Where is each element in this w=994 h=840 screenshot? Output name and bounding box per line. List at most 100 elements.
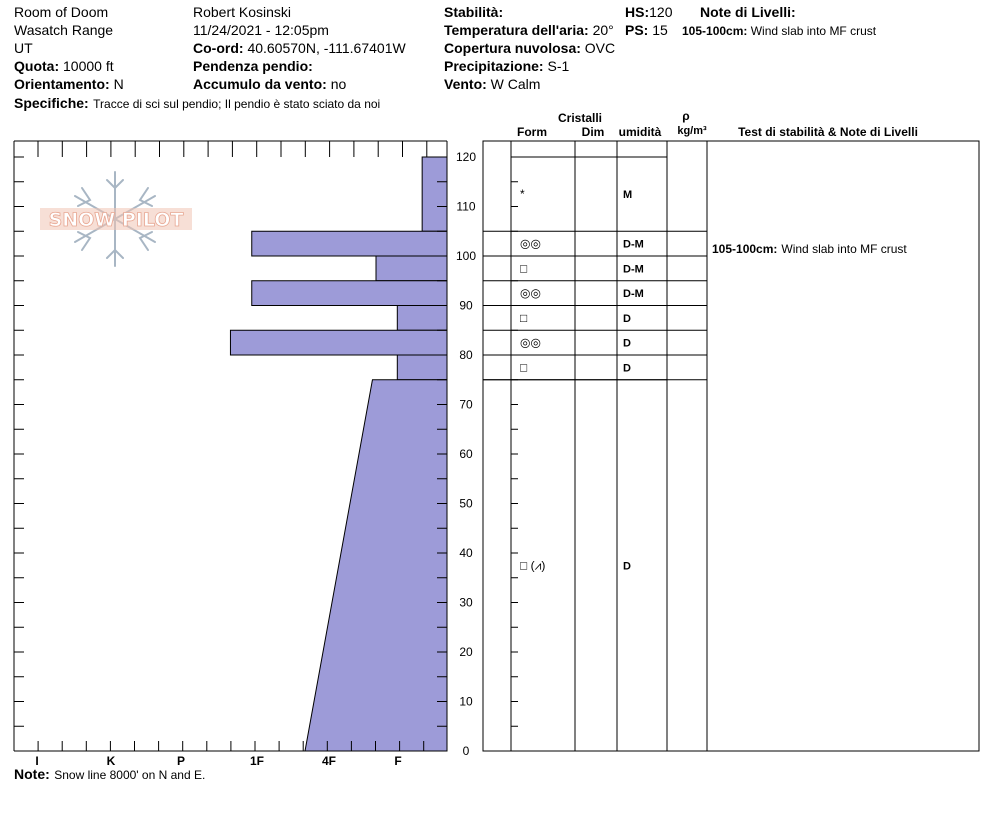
stability-note-range: 105-100cm: bbox=[712, 242, 777, 256]
density-unit: kg/m³ bbox=[677, 125, 707, 137]
aspect-value: N bbox=[113, 76, 124, 92]
hs-label: HS: bbox=[625, 4, 650, 20]
height-tick-label: 70 bbox=[459, 398, 473, 412]
layer-rows: * M ◎◎ D-M □ D-M ◎◎ D-M □ D ◎◎ D □ D □ (⩘) D bbox=[483, 156, 707, 572]
cloud-cover: Copertura nuvolosa: OVC bbox=[444, 40, 615, 56]
specifics-value: Tracce di sci sul pendio; Il pendio è st… bbox=[93, 97, 381, 111]
snowpilot-logo: SNOW PILOT bbox=[40, 171, 192, 267]
precip-label: Precipitazione: bbox=[444, 58, 544, 74]
layer-moisture: D bbox=[623, 560, 631, 572]
state-name: UT bbox=[14, 40, 33, 56]
air-temperature: Temperatura dell'aria: 20° bbox=[444, 22, 614, 38]
wind-loading-value: no bbox=[330, 76, 347, 92]
elevation-value: 10000 ft bbox=[63, 58, 114, 74]
layer-moisture: D-M bbox=[623, 288, 644, 300]
hardness-bar bbox=[396, 305, 448, 331]
layer-notes: 105-100cm: Wind slab into MF crust bbox=[682, 24, 876, 38]
layer-moisture: M bbox=[623, 189, 632, 201]
layer-form: □ bbox=[520, 261, 527, 275]
elevation: Quota: 10000 ft bbox=[14, 58, 114, 74]
location-name: Room of Doom bbox=[14, 4, 109, 20]
crystals-header: Cristalli bbox=[558, 111, 602, 125]
precip-value: S-1 bbox=[547, 58, 570, 74]
stability-label: Stabilità: bbox=[444, 4, 504, 20]
height-tick-label: 30 bbox=[459, 596, 473, 610]
height-tick-label: 80 bbox=[459, 348, 473, 362]
height-tick-label: 40 bbox=[459, 546, 473, 560]
hardness-bar bbox=[251, 280, 448, 306]
height-tick-label: 20 bbox=[459, 645, 473, 659]
hardness-axis: I K P 1F 4F F bbox=[13, 741, 425, 768]
hardness-tick-label: K bbox=[107, 754, 116, 768]
hardness-bar bbox=[304, 379, 448, 752]
hardness-bar bbox=[421, 156, 448, 232]
hardness-bar bbox=[396, 354, 448, 381]
hardness-bar bbox=[229, 329, 448, 356]
layer-moisture: D-M bbox=[623, 239, 644, 251]
table-tick-marks bbox=[511, 156, 518, 752]
hs-value: 120 bbox=[649, 4, 673, 20]
layer-table: * M ◎◎ D-M □ D-M ◎◎ D-M □ D ◎◎ D □ D □ (⩘) D bbox=[482, 140, 980, 752]
penetration-depth: PS: 15 bbox=[625, 22, 668, 38]
height-tick-label: 110 bbox=[456, 200, 475, 214]
wind-value: W Calm bbox=[490, 76, 541, 92]
ps-value: 15 bbox=[652, 22, 668, 38]
layer-moisture: D bbox=[623, 338, 631, 350]
precipitation: Precipitazione: S-1 bbox=[444, 58, 569, 74]
layer-moisture: D bbox=[623, 313, 631, 325]
hardness-bar bbox=[251, 230, 448, 257]
coord-value: 40.60570N, -111.67401W bbox=[247, 40, 406, 56]
layer-moisture: D bbox=[623, 362, 631, 374]
stability-note-text: Wind slab into MF crust bbox=[781, 242, 907, 256]
layer-form: ◎◎ bbox=[520, 336, 541, 350]
height-tick-label: 100 bbox=[456, 249, 476, 263]
total-snow-depth: HS:120 bbox=[625, 4, 672, 20]
slope-angle: Pendenza pendio: bbox=[193, 58, 313, 74]
cloud-value: OVC bbox=[584, 40, 616, 56]
slope-label: Pendenza pendio: bbox=[193, 58, 313, 74]
form-header: Form bbox=[517, 125, 547, 139]
logo-text: SNOW PILOT bbox=[49, 209, 184, 231]
dim-header: Dim bbox=[582, 125, 605, 139]
range-name: Wasatch Range bbox=[14, 22, 114, 38]
height-tick-label: 50 bbox=[459, 497, 473, 511]
layer-moisture: D-M bbox=[623, 263, 644, 275]
observer-name: Robert Kosinski bbox=[193, 4, 292, 20]
specifics-label: Specifiche: bbox=[14, 95, 89, 111]
wind-loading-label: Accumulo da vento: bbox=[193, 76, 327, 92]
wind: Vento: W Calm bbox=[444, 76, 540, 92]
stability: Stabilità: bbox=[444, 4, 503, 20]
layer-form: ◎◎ bbox=[520, 286, 541, 300]
hardness-bars bbox=[229, 156, 448, 752]
footer-note: Note: Snow line 8000' on N and E. bbox=[14, 766, 205, 784]
wind-label: Vento: bbox=[444, 76, 487, 92]
hardness-tick-label: I bbox=[35, 754, 38, 768]
layer-form: □ (⩘) bbox=[520, 558, 545, 572]
hardness-tick-label: 1F bbox=[250, 754, 264, 768]
layer-form: □ bbox=[520, 311, 527, 325]
layer-notes-range: 105-100cm: bbox=[682, 24, 748, 38]
cloud-label: Copertura nuvolosa: bbox=[444, 40, 581, 56]
height-axis: 0 10 20 30 40 50 60 70 80 90 100 110 120 bbox=[437, 150, 476, 758]
density-symbol: ρ bbox=[682, 109, 689, 123]
moisture-header: umidità bbox=[619, 125, 662, 139]
hardness-tick-label: F bbox=[394, 754, 401, 768]
coordinates: Co-ord: 40.60570N, -111.67401W bbox=[193, 40, 406, 56]
layer-notes-label: Note di Livelli: bbox=[700, 4, 796, 20]
stability-note-row: 105-100cm: Wind slab into MF crust bbox=[712, 242, 907, 256]
hardness-bar bbox=[375, 255, 448, 282]
observation-datetime: 11/24/2021 - 12:05pm bbox=[193, 22, 329, 38]
air-temp-label: Temperatura dell'aria: bbox=[444, 22, 589, 38]
layer-form: □ bbox=[520, 360, 527, 374]
hardness-tick-label: 4F bbox=[322, 754, 336, 768]
note-value: Snow line 8000' on N and E. bbox=[54, 768, 206, 782]
coord-label: Co-ord: bbox=[193, 40, 244, 56]
height-tick-label: 0 bbox=[463, 744, 470, 758]
height-tick-label: 90 bbox=[459, 299, 473, 313]
frame-ticks bbox=[14, 141, 428, 727]
aspect: Orientamento: N bbox=[14, 76, 124, 92]
stability-notes-header: Test di stabilità & Note di Livelli bbox=[738, 125, 918, 139]
aspect-label: Orientamento: bbox=[14, 76, 110, 92]
elevation-label: Quota: bbox=[14, 58, 60, 74]
